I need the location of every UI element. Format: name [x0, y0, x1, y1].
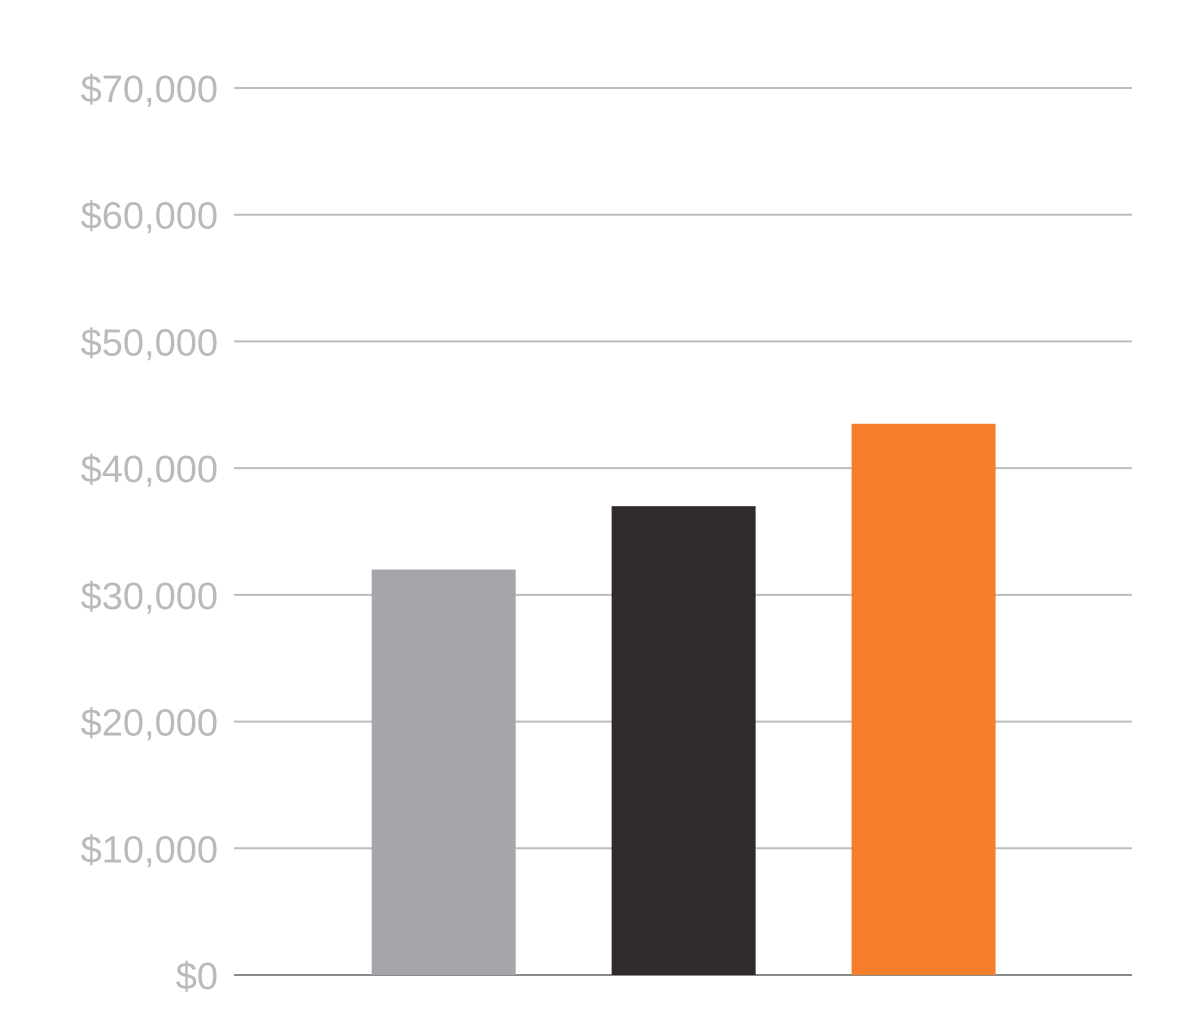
bars	[371, 423, 996, 975]
y-tick-label: $0	[176, 956, 218, 998]
y-tick-label: $60,000	[81, 196, 218, 238]
bar	[371, 569, 516, 975]
bar	[611, 506, 756, 975]
bar	[851, 423, 996, 975]
y-tick-label: $40,000	[81, 449, 218, 491]
y-tick-label: $50,000	[81, 322, 218, 364]
y-tick-label: $30,000	[81, 576, 218, 618]
y-tick-label: $70,000	[81, 69, 218, 111]
y-tick-label: $20,000	[81, 703, 218, 745]
y-tick-label: $10,000	[81, 829, 218, 871]
y-axis: $0 $10,000 $20,000 $30,000 $40,000 $50,000 $60…	[81, 69, 218, 998]
